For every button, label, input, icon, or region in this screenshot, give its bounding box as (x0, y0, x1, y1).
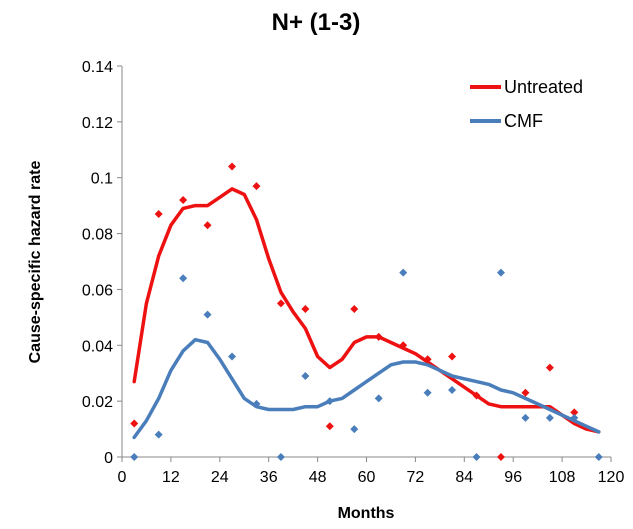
data-point-untreated (252, 182, 261, 191)
x-tick-label: 120 (598, 469, 625, 486)
series-line-untreated (132, 187, 601, 434)
x-tick-label: 72 (407, 469, 425, 486)
x-tick-label: 24 (211, 469, 229, 486)
data-point-cmf (594, 453, 603, 461)
data-point-cmf (252, 399, 261, 408)
data-point-cmf (374, 394, 383, 403)
y-tick-label: 0.08 (82, 227, 113, 244)
y-tick-label: 0.1 (91, 171, 113, 188)
data-point-cmf (472, 453, 481, 461)
x-tick-label: 48 (309, 469, 327, 486)
x-tick-label: 108 (549, 469, 576, 486)
y-tick-label: 0.02 (82, 394, 113, 411)
data-point-cmf (545, 413, 554, 422)
data-point-untreated (325, 422, 334, 431)
data-point-untreated (228, 162, 237, 171)
data-point-cmf (496, 268, 505, 277)
legend-label-untreated: Untreated (504, 77, 583, 97)
data-point-cmf (179, 274, 188, 283)
legend-label-cmf: CMF (504, 111, 543, 131)
data-point-cmf (154, 430, 163, 439)
data-point-cmf (228, 352, 237, 361)
data-point-untreated (496, 453, 505, 461)
series-points (130, 162, 603, 461)
data-point-untreated (301, 304, 310, 313)
x-tick-label: 12 (162, 469, 180, 486)
data-point-untreated (545, 363, 554, 372)
chart-title: N+ (1-3) (272, 9, 361, 36)
x-tick-label: 60 (358, 469, 376, 486)
data-point-cmf (399, 268, 408, 277)
data-point-cmf (130, 453, 139, 461)
data-point-untreated (203, 221, 212, 230)
data-point-untreated (130, 419, 139, 428)
y-tick-label: 0.04 (82, 338, 113, 355)
y-axis-label: Cause-specific hazard rate (27, 161, 44, 364)
plot-area: 0 12 24 36 48 60 72 84 96 108 120 0 0.02 0.04 0.06 0.0… (82, 59, 625, 486)
y-tick-label: 0.06 (82, 282, 113, 299)
x-axis-label: Months (338, 505, 395, 522)
x-tick-label: 96 (504, 469, 522, 486)
data-point-untreated (423, 355, 432, 364)
data-point-untreated (350, 304, 359, 313)
data-point-untreated (570, 408, 579, 417)
x-axis-ticks: 0 12 24 36 48 60 72 84 96 108 120 (118, 457, 625, 486)
y-tick-label: 0 (104, 450, 113, 467)
data-point-cmf (350, 425, 359, 434)
data-point-untreated (399, 341, 408, 350)
data-point-cmf (301, 372, 310, 381)
y-tick-label: 0.14 (82, 59, 113, 76)
data-point-cmf (521, 413, 530, 422)
data-point-untreated (521, 388, 530, 397)
data-point-untreated (472, 391, 481, 400)
legend: Untreated CMF (470, 77, 583, 131)
data-point-cmf (276, 453, 285, 461)
x-tick-label: 84 (455, 469, 473, 486)
data-point-cmf (203, 310, 212, 319)
series-lines (132, 187, 601, 440)
y-tick-label: 0.12 (82, 115, 113, 132)
data-point-untreated (276, 299, 285, 308)
x-tick-label: 0 (118, 469, 127, 486)
series-line-cmf (132, 337, 601, 440)
y-axis-ticks: 0 0.02 0.04 0.06 0.08 0.1 0.12 0.14 (82, 59, 122, 467)
data-point-cmf (325, 397, 334, 406)
x-tick-label: 36 (260, 469, 278, 486)
data-point-cmf (570, 413, 579, 422)
data-point-untreated (179, 196, 188, 205)
data-point-cmf (448, 385, 457, 394)
data-point-untreated (448, 352, 457, 361)
data-point-untreated (374, 332, 383, 341)
data-point-untreated (154, 210, 163, 219)
data-point-cmf (423, 388, 432, 397)
